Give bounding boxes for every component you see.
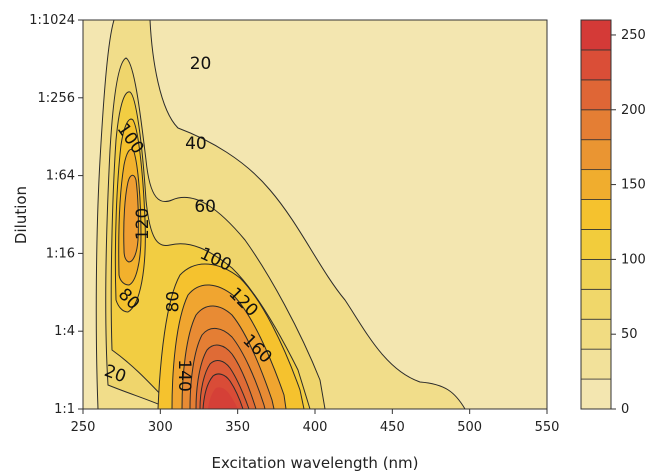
colorbar-segment bbox=[580, 378, 612, 410]
y-tick-label: 1:4 bbox=[54, 324, 75, 339]
x-tick-label: 400 bbox=[303, 420, 328, 435]
colorbar-segment bbox=[580, 139, 612, 171]
colorbar-segment bbox=[580, 288, 612, 320]
contour-label: 80 bbox=[164, 291, 184, 313]
colorbar-segment bbox=[580, 318, 612, 350]
y-tick-label: 1:1024 bbox=[29, 13, 75, 28]
colorbar-tick-label: 100 bbox=[621, 252, 646, 267]
contour-label: 20 bbox=[190, 54, 212, 74]
contour-label: 60 bbox=[194, 197, 216, 217]
colorbar-segment bbox=[580, 79, 612, 111]
contour-fills bbox=[95, 20, 466, 409]
contour-label: 120 bbox=[133, 208, 153, 240]
y-axis-title: Dilution bbox=[12, 186, 30, 244]
x-tick-label: 550 bbox=[535, 420, 560, 435]
colorbar-segment bbox=[580, 49, 612, 81]
y-axis: 1:1 1:4 1:16 1:64 1:256 1:1024 bbox=[29, 13, 83, 417]
contour-label: 40 bbox=[185, 134, 207, 154]
contour-fill-220 bbox=[208, 387, 238, 409]
colorbar-tick-label: 150 bbox=[621, 178, 646, 193]
colorbar-tick-label: 200 bbox=[621, 103, 646, 118]
colorbar-segment bbox=[580, 229, 612, 260]
y-tick-label: 1:16 bbox=[46, 246, 75, 261]
x-tick-label: 450 bbox=[380, 420, 405, 435]
colorbar-tick-label: 250 bbox=[621, 28, 646, 43]
colorbar-segment bbox=[580, 109, 612, 141]
contour-fill-120 bbox=[123, 174, 139, 263]
x-tick-label: 350 bbox=[225, 420, 250, 435]
x-axis: 250 300 350 400 450 500 550 bbox=[71, 409, 560, 435]
y-tick-label: 1:256 bbox=[38, 91, 75, 106]
x-axis-title: Excitation wavelength (nm) bbox=[211, 454, 418, 472]
x-tick-label: 500 bbox=[457, 420, 482, 435]
colorbar-segment bbox=[580, 348, 612, 380]
x-tick-label: 250 bbox=[71, 420, 96, 435]
contour-label: 140 bbox=[174, 359, 194, 391]
colorbar-segment bbox=[580, 258, 612, 290]
x-tick-label: 300 bbox=[148, 420, 173, 435]
colorbar-tick-label: 50 bbox=[621, 327, 638, 342]
colorbar-segment bbox=[580, 169, 612, 200]
colorbar-segment bbox=[580, 199, 612, 230]
colorbar-frame bbox=[580, 19, 612, 410]
y-tick-label: 1:64 bbox=[46, 169, 75, 184]
colorbar: 0 50 100 150 200 250 bbox=[580, 19, 646, 417]
colorbar-tick-label: 0 bbox=[621, 402, 629, 417]
colorbar-segment bbox=[580, 19, 612, 51]
y-tick-label: 1:1 bbox=[54, 402, 75, 417]
